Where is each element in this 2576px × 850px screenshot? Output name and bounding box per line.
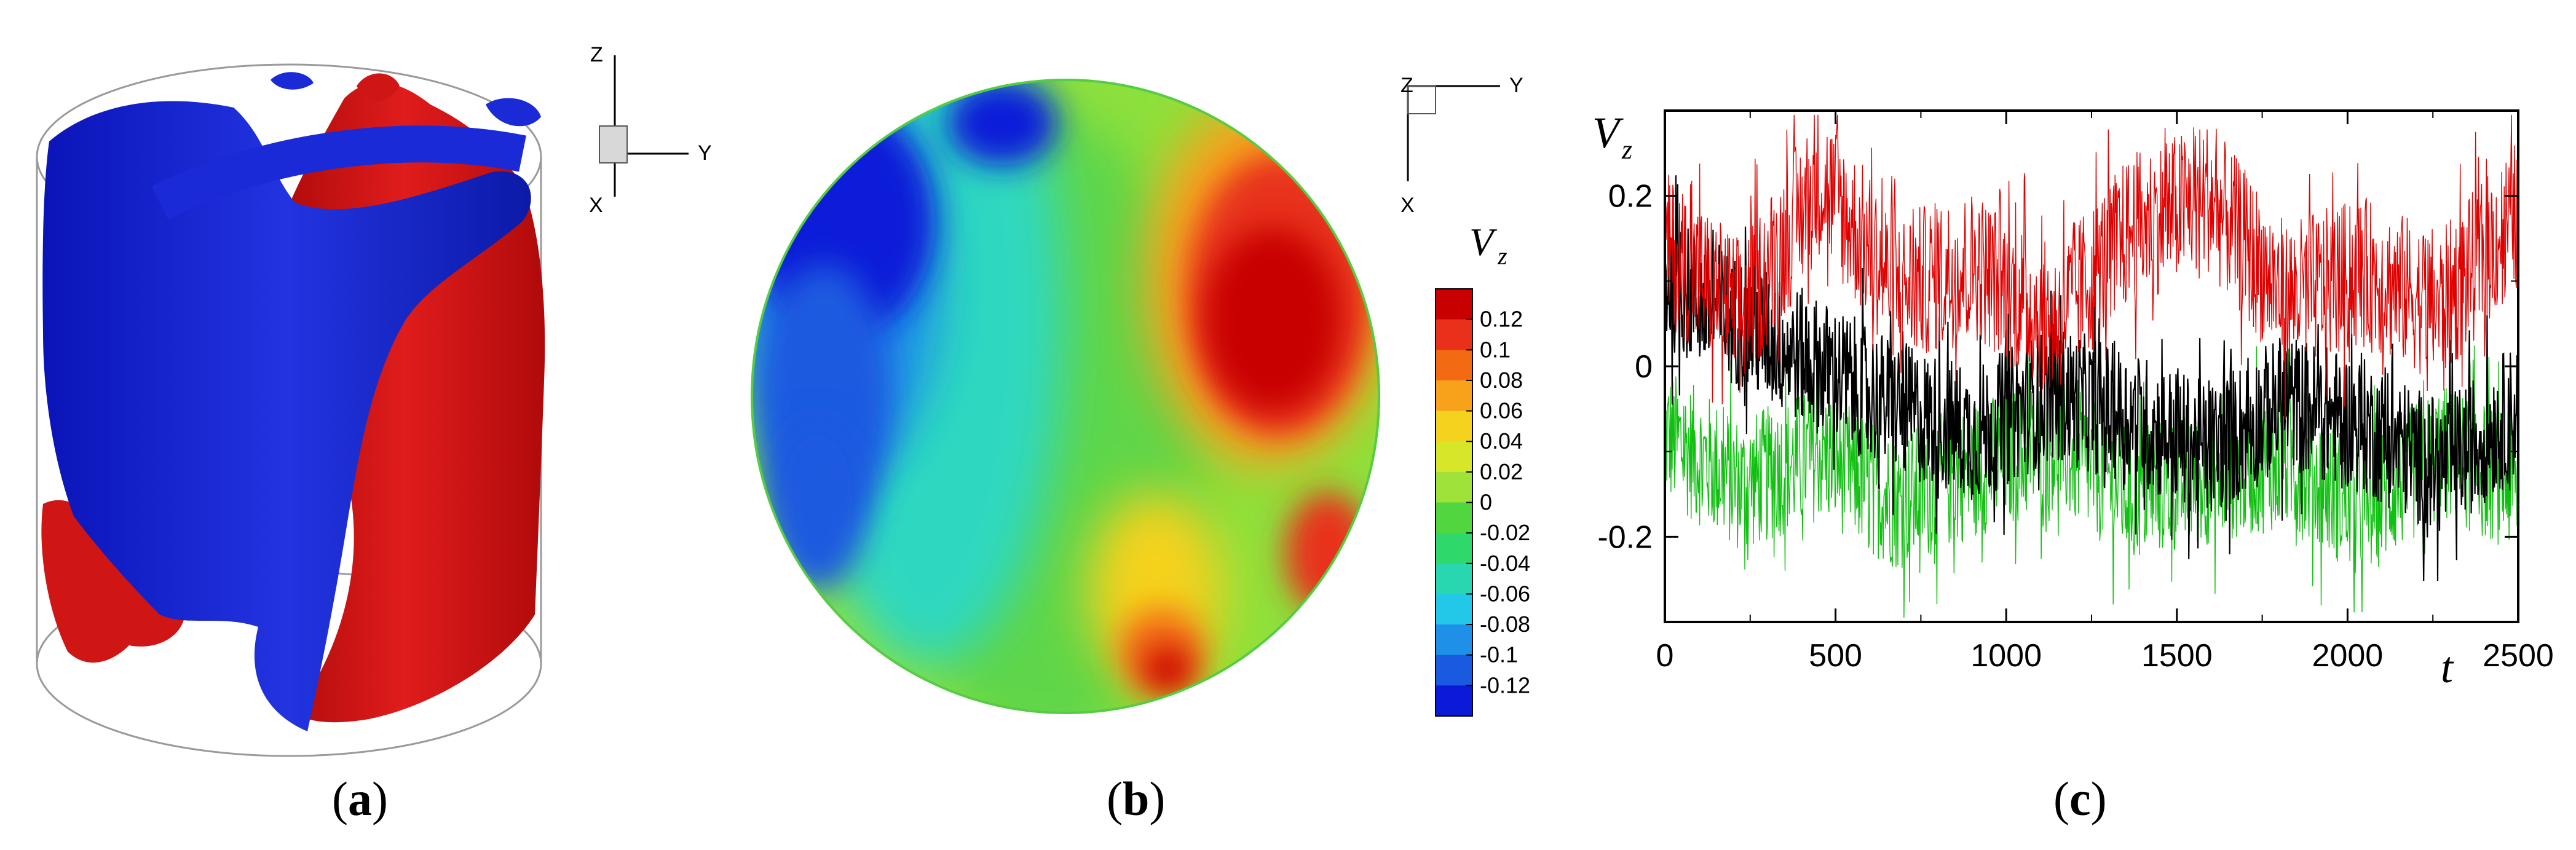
colorbar-segment: [1436, 624, 1472, 656]
colorbar-tick-label: 0.1: [1480, 337, 1511, 362]
x-tick-label: 2000: [2312, 638, 2384, 674]
series-layer: [1664, 114, 2519, 618]
isosurface-figure: [36, 63, 545, 757]
series-line-red: [1664, 114, 2519, 420]
ticks-layer: 0 500 1000 1500 2000 2500 0.2 0 -0.2: [1597, 111, 2554, 674]
caption-b: (b): [1107, 772, 1166, 825]
colorbar-tick-label: 0.12: [1480, 307, 1523, 332]
colorbar-tick-label: -0.08: [1480, 612, 1530, 637]
blue-isosurface: [42, 101, 531, 731]
x-tick-label: 2500: [2483, 638, 2554, 674]
y-tick-label: -0.2: [1597, 519, 1653, 555]
colorbar-segment: [1436, 533, 1472, 564]
colorbar-segment: [1436, 350, 1472, 381]
colorbar-segment: [1436, 685, 1472, 717]
x-tick-label: 0: [1656, 638, 1674, 674]
colorbar: 0.12 0.1 0.08 0.06 0.04 0.02 0 -0.02 -0.04 -0.06 -…: [1435, 288, 1530, 717]
contour-figure: Z Y X V z 0.12 0.1 0.08 0.06 0.04 0.02 0 -0.02 -…: [751, 74, 1530, 717]
axis-triad-b: Z Y X: [1401, 74, 1523, 217]
colorbar-segment: [1436, 563, 1472, 594]
colorbar-segment: [1436, 319, 1472, 350]
colorbar-tick-label: 0.02: [1480, 459, 1523, 484]
caption-a: (a): [332, 772, 388, 825]
colorbar-tick-label: -0.1: [1480, 642, 1518, 667]
y-tick-label: 0.2: [1608, 179, 1653, 214]
blue-isosurface-blob: [271, 72, 314, 90]
colorbar-tick-label: -0.12: [1480, 672, 1530, 698]
colorbar-tick-label: -0.04: [1480, 551, 1530, 576]
blue-isosurface-ring: [151, 125, 526, 219]
x-tick-label: 1000: [1970, 638, 2042, 674]
axis-label-x: X: [589, 194, 603, 217]
disc-outline: [751, 79, 1380, 714]
colorbar-segment: [1436, 411, 1472, 442]
y-axis-label: V: [1592, 108, 1624, 157]
panel-b: Z Y X V z 0.12 0.1 0.08 0.06 0.04 0.02 0 -0.02 -…: [738, 0, 1598, 850]
colorbar-tick-label: 0: [1480, 490, 1492, 515]
colorbar-tick-label: 0.06: [1480, 398, 1523, 423]
colorbar-segment: [1436, 471, 1472, 503]
timeseries-plot: 0 500 1000 1500 2000 2500 0.2 0 -0.2 V z t: [1592, 108, 2554, 692]
colorbar-tick-label: -0.02: [1480, 520, 1530, 545]
x-axis-label: t: [2441, 643, 2454, 692]
axis-label-z: Z: [590, 43, 603, 66]
colorbar-tick-label: 0.04: [1480, 428, 1523, 454]
caption-c: (c): [2053, 772, 2107, 825]
red-isosurface-bottom-left: [41, 500, 186, 663]
blue-isosurface-blob-2: [486, 98, 541, 127]
y-tick-label: 0: [1635, 349, 1653, 385]
axis-label-z-b: Z: [1401, 74, 1413, 97]
colorbar-segment: [1436, 441, 1472, 473]
panel-c: 0 500 1000 1500 2000 2500 0.2 0 -0.2 V z t (c): [1574, 0, 2576, 850]
series-line-black: [1664, 175, 2519, 581]
axis-label-y: Y: [698, 141, 712, 165]
colorbar-segment: [1436, 594, 1472, 625]
red-isosurface-top: [357, 73, 400, 101]
y-axis-label-sub: z: [1621, 135, 1632, 165]
colorbar-segment: [1436, 502, 1472, 533]
colorbar-segment: [1436, 289, 1472, 320]
colorbar-title: V: [1469, 220, 1498, 264]
contour-disc: [752, 80, 1379, 713]
series-line-green: [1664, 345, 2519, 618]
colorbar-tick-label: -0.06: [1480, 581, 1530, 606]
x-tick-label: 1500: [2141, 638, 2213, 674]
axis-triad-a: Z Y X: [589, 43, 712, 217]
colorbar-segment: [1436, 380, 1472, 412]
colorbar-title-sub: z: [1497, 242, 1507, 270]
x-tick-label: 500: [1809, 638, 1862, 674]
colorbar-tick-label: 0.08: [1480, 368, 1523, 393]
colorbar-segment: [1436, 655, 1472, 686]
axis-label-x-b: X: [1401, 194, 1415, 217]
axis-label-y-b: Y: [1509, 74, 1523, 97]
panel-a: Z Y X (a): [0, 0, 738, 850]
